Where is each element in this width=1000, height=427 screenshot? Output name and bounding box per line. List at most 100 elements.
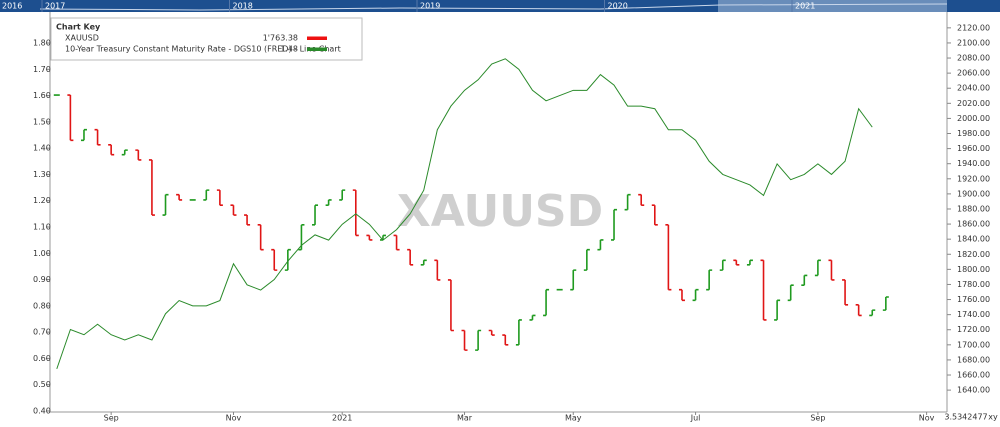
y-tick-label: 1760.00 [957, 295, 990, 304]
price-bar [597, 239, 604, 251]
price-bar [393, 234, 400, 251]
price-bar [706, 269, 713, 291]
price-bar [869, 309, 876, 317]
y-tick-label: 1980.00 [957, 129, 990, 138]
price-bar [244, 214, 251, 226]
legend-swatch [307, 47, 327, 51]
price-bar [678, 288, 685, 302]
y2-tick-label: 1.60 [33, 91, 51, 100]
price-bar [135, 149, 142, 161]
y-tick-label: 1780.00 [957, 280, 990, 289]
y2-tick-label: 1.40 [33, 144, 51, 153]
y2-tick-label: 1.70 [33, 65, 51, 74]
price-bar [529, 314, 536, 321]
y-tick-label: 1800.00 [957, 265, 990, 274]
price-bar [842, 279, 849, 306]
price-bar [325, 199, 332, 207]
price-bar [461, 329, 468, 351]
price-bar [67, 94, 74, 142]
navigator-label: 2021 [795, 2, 815, 11]
y-tick-label: 2080.00 [957, 54, 990, 63]
y2-tick-label: 0.90 [33, 275, 51, 284]
x-tick-label: Sep [104, 414, 119, 423]
price-bar [216, 189, 223, 207]
y-tick-label: 1820.00 [957, 250, 990, 259]
price-bar [801, 274, 808, 287]
price-bar [148, 159, 155, 216]
price-bar [733, 259, 740, 266]
x-tick-label: Mar [457, 414, 473, 423]
legend-title: Chart Key [56, 23, 101, 32]
price-bar [230, 204, 237, 216]
corner-xy: xy [988, 413, 998, 422]
legend-label: XAUUSD [65, 34, 99, 43]
x-tick-label: 2021 [332, 414, 352, 423]
price-bar [611, 208, 618, 241]
price-bar [570, 269, 577, 291]
navigator-line [39, 3, 948, 11]
x-tick-label: Nov [226, 414, 242, 423]
price-bar [434, 259, 441, 281]
price-bar [407, 248, 414, 266]
navigator-window[interactable] [718, 0, 947, 12]
y-tick-label: 2100.00 [957, 38, 990, 47]
price-bar [162, 193, 169, 216]
legend-swatch [307, 36, 327, 40]
price-bar [855, 304, 862, 317]
y-tick-label: 1920.00 [957, 174, 990, 183]
price-bar [108, 144, 115, 156]
y-tick-label: 1660.00 [957, 371, 990, 380]
x-tick-label: Sep [810, 414, 825, 423]
price-bar [719, 259, 726, 271]
y-tick-label: 2000.00 [957, 114, 990, 123]
x-tick-label: Nov [919, 414, 935, 423]
watermark: XAUUSD [397, 186, 603, 237]
navigator-label: 2019 [420, 2, 440, 11]
rate-line [56, 58, 873, 370]
price-bar [665, 224, 672, 291]
y-tick-label: 1900.00 [957, 189, 990, 198]
price-bar [515, 319, 522, 346]
y2-tick-label: 0.70 [33, 328, 51, 337]
legend-value: 1'763.38 [263, 34, 298, 43]
price-bar [80, 128, 87, 142]
y2-tick-label: 0.80 [33, 301, 51, 310]
right-axis-panel [947, 12, 1000, 423]
price-bar [624, 193, 631, 211]
y-tick-label: 2120.00 [957, 23, 990, 32]
legend-value: 1.48 [280, 45, 298, 54]
price-bar [366, 234, 373, 241]
price-bar [746, 259, 753, 266]
y-tick-label: 1860.00 [957, 220, 990, 229]
price-bar [203, 189, 210, 201]
price-bar [475, 329, 482, 351]
y2-tick-label: 1.20 [33, 196, 51, 205]
y-tick-label: 1720.00 [957, 325, 990, 334]
y-tick-label: 1840.00 [957, 235, 990, 244]
price-bar [787, 284, 794, 302]
price-bar [638, 193, 645, 207]
y2-tick-label: 0.40 [33, 406, 51, 415]
y-tick-label: 2040.00 [957, 84, 990, 93]
navigator-label: 2020 [608, 2, 628, 11]
navigator-label: 2018 [233, 2, 253, 11]
price-bar [774, 299, 781, 321]
corner-value: 3.5342477 [944, 413, 987, 422]
price-bar [502, 334, 509, 346]
price-bar [651, 204, 658, 226]
price-bar [339, 189, 346, 201]
y2-tick-label: 1.80 [33, 39, 51, 48]
price-bar [583, 248, 590, 271]
navigator-label: 2017 [45, 2, 65, 11]
y-tick-label: 1680.00 [957, 355, 990, 364]
price-bar [94, 128, 101, 146]
y-tick-label: 1940.00 [957, 159, 990, 168]
y2-tick-label: 1.50 [33, 117, 51, 126]
y-tick-label: 1700.00 [957, 340, 990, 349]
price-bar [543, 288, 550, 317]
price-bar [352, 189, 359, 237]
price-bar [312, 204, 319, 226]
y2-tick-label: 1.00 [33, 249, 51, 258]
y-tick-label: 1740.00 [957, 310, 990, 319]
